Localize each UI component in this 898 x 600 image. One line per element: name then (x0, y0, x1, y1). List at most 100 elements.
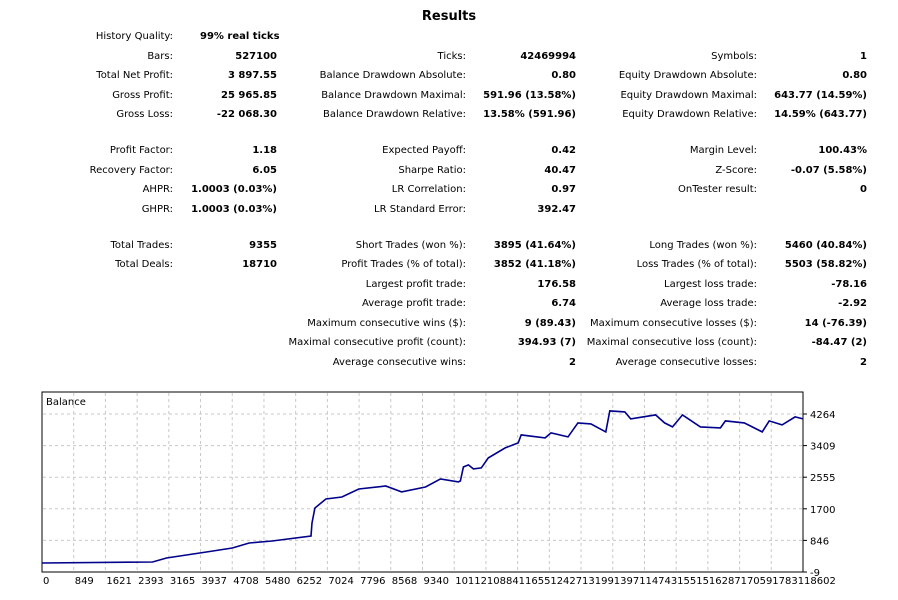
stat-label: Total Trades: (110, 239, 174, 251)
stat-label: LR Correlation: (391, 184, 466, 195)
x-tick-label: 8568 (392, 576, 417, 587)
stat-value: 0.42 (551, 145, 576, 156)
stat-label: Average loss trade: (660, 298, 757, 309)
x-tick-label: 5480 (265, 576, 290, 587)
stat-value: 2 (860, 356, 867, 368)
stat-value: 0.80 (842, 70, 867, 81)
stat-value: 176.58 (537, 278, 576, 290)
stat-label: Average consecutive wins: (332, 356, 466, 368)
results-title: Results (421, 9, 477, 24)
stat-value: 2 (569, 356, 576, 368)
y-tick-label: -9 (810, 568, 820, 579)
stat-value: -0.07 (5.58%) (790, 164, 867, 176)
stat-value: 5503 (58.82%) (784, 259, 867, 270)
x-tick-label: 17831 (772, 576, 804, 587)
stat-value: 9355 (249, 239, 277, 251)
stat-value: 99% real ticks (200, 31, 280, 42)
stat-value: 3 897.55 (227, 70, 277, 81)
stat-label: Bars: (147, 50, 173, 62)
stat-label: History Quality: (95, 31, 173, 42)
x-tick-label: 4708 (233, 576, 258, 587)
chart-title: Balance (46, 397, 86, 408)
x-tick-label: 2393 (138, 576, 163, 587)
stat-value: 25 965.85 (221, 89, 277, 101)
stat-value: -78.16 (831, 278, 867, 290)
x-tick-label: 7796 (360, 576, 385, 587)
stat-value: 1.0003 (0.03%) (191, 203, 277, 215)
stat-value: 591.96 (13.58%) (483, 89, 576, 101)
stat-label: Average consecutive losses: (615, 356, 757, 368)
stat-label: Z-Score: (715, 164, 757, 176)
stat-label: Balance Drawdown Relative: (322, 109, 466, 120)
stat-label: AHPR: (142, 184, 173, 195)
stat-value: -22 068.30 (216, 109, 277, 120)
x-tick-label: 10884 (487, 576, 519, 587)
stat-label: GHPR: (141, 203, 173, 215)
stat-value: 14.59% (643.77) (774, 109, 867, 120)
stat-label: Largest profit trade: (365, 278, 466, 290)
stat-value: 0.97 (551, 184, 576, 195)
x-tick-label: 16287 (709, 576, 741, 587)
stat-label: Largest loss trade: (664, 278, 757, 290)
stat-value: 3895 (41.64%) (493, 239, 576, 251)
stat-label: Short Trades (won %): (355, 239, 466, 251)
balance-line (41, 410, 804, 564)
stat-label: Expected Payoff: (382, 145, 466, 156)
stat-value: 5460 (40.84%) (784, 239, 867, 251)
stat-label: Maximal consecutive loss (count): (586, 337, 757, 348)
y-tick-label: 1700 (810, 505, 835, 516)
stat-label: Margin Level: (689, 145, 757, 156)
x-tick-label: 15515 (677, 576, 709, 587)
stat-value: 6.74 (551, 298, 576, 309)
stat-label: Total Net Profit: (96, 70, 173, 81)
stat-value: 1 (860, 50, 867, 62)
x-tick-label: 18602 (804, 576, 836, 587)
stat-label: Profit Factor: (109, 145, 173, 156)
stat-label: Maximal consecutive profit (count): (288, 337, 466, 348)
x-tick-label: 11655 (519, 576, 551, 587)
stat-label: Average profit trade: (361, 298, 466, 309)
y-tick-label: 4264 (810, 410, 835, 421)
x-tick-label: 13199 (582, 576, 614, 587)
stat-value: 643.77 (14.59%) (774, 89, 867, 101)
y-tick-label: 3409 (810, 442, 835, 453)
stat-value: 100.43% (818, 145, 867, 156)
stat-value: 14 (-76.39) (804, 317, 867, 329)
stat-label: Maximum consecutive losses ($): (590, 317, 757, 329)
stat-value: 6.05 (252, 164, 277, 176)
x-tick-label: 7024 (328, 576, 353, 587)
stat-label: Profit Trades (% of total): (341, 259, 466, 270)
x-tick-label: 14743 (645, 576, 677, 587)
x-tick-label: 849 (75, 576, 94, 587)
stat-value: 40.47 (544, 164, 576, 176)
x-tick-label: 13971 (614, 576, 646, 587)
stat-label: Ticks: (437, 50, 466, 62)
x-tick-label: 10112 (455, 576, 487, 587)
x-tick-label: 9340 (424, 576, 449, 587)
stat-value: 13.58% (591.96) (483, 109, 576, 120)
stat-label: Equity Drawdown Absolute: (618, 70, 757, 81)
x-tick-label: 0 (43, 576, 49, 587)
x-tick-label: 3165 (170, 576, 195, 587)
x-tick-label: 1621 (106, 576, 131, 587)
y-tick-label: 846 (810, 536, 829, 547)
x-tick-label: 12427 (550, 576, 582, 587)
stat-label: Equity Drawdown Maximal: (620, 89, 757, 101)
stat-value: 1.0003 (0.03%) (191, 184, 277, 195)
stat-label: Balance Drawdown Maximal: (321, 89, 466, 101)
stat-value: 9 (89.43) (524, 317, 576, 329)
stat-label: Gross Profit: (112, 89, 173, 101)
stat-value: -84.47 (2) (811, 337, 867, 348)
stat-label: Recovery Factor: (89, 164, 173, 176)
stat-label: Maximum consecutive wins ($): (307, 317, 466, 329)
stat-value: 18710 (242, 259, 277, 270)
stat-label: LR Standard Error: (374, 203, 466, 215)
x-tick-label: 3937 (202, 576, 227, 587)
stat-value: 392.47 (537, 203, 576, 215)
stat-label: OnTester result: (677, 184, 757, 195)
stat-value: 394.93 (7) (517, 337, 576, 348)
stat-label: Loss Trades (% of total): (636, 259, 757, 270)
stat-label: Symbols: (711, 50, 757, 62)
balance-chart: Balance 0 849 1621 2393 3165 3937 4708 5480 6252… (41, 391, 836, 587)
x-tick-label: 17059 (741, 576, 773, 587)
